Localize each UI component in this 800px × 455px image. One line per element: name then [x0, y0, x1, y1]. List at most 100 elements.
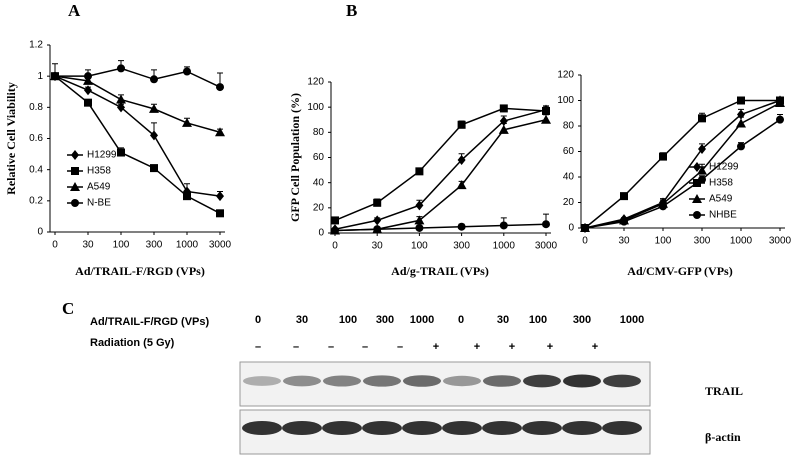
- marker: [698, 143, 706, 154]
- marker: [414, 215, 425, 225]
- radiation-sign: –: [255, 341, 261, 353]
- x-tick-label: 300: [694, 236, 711, 247]
- marker: [776, 115, 784, 124]
- legend-label: A549: [709, 194, 733, 205]
- y-tick-label: 0: [37, 227, 43, 238]
- x-tick-label: 1000: [176, 240, 199, 251]
- legend-marker: [70, 182, 80, 191]
- y-tick-label: 120: [307, 77, 324, 88]
- radiation-sign: +: [433, 341, 439, 353]
- x-tick-label: 100: [113, 240, 130, 251]
- dose: 1000: [620, 314, 644, 326]
- legend-marker: [71, 167, 79, 175]
- legend-marker: [692, 194, 702, 203]
- marker: [499, 104, 508, 113]
- x-tick-label: 300: [453, 241, 470, 252]
- marker: [150, 75, 158, 84]
- dose: 100: [529, 314, 547, 326]
- radiation-sign: –: [397, 341, 403, 353]
- y-tick-label: 100: [557, 95, 574, 106]
- series-line: [334, 119, 547, 232]
- marker: [415, 223, 424, 232]
- x-tick-label: 30: [618, 236, 630, 247]
- legend-label: A549: [87, 182, 111, 193]
- y-axis-label: Relative Cell Viability: [4, 82, 18, 195]
- legend-label: H1299: [87, 150, 117, 161]
- marker: [116, 94, 126, 104]
- series-line: [334, 107, 547, 222]
- x-tick-label: 100: [411, 241, 428, 252]
- marker: [331, 226, 339, 235]
- y-tick-label: 120: [557, 70, 574, 81]
- x-tick-label: 0: [582, 236, 588, 247]
- x-tick-label: 0: [332, 241, 338, 252]
- dose: 30: [296, 314, 308, 326]
- band: [403, 375, 441, 387]
- y-tick-label: 1: [37, 71, 43, 82]
- band: [282, 421, 322, 435]
- marker: [150, 130, 158, 141]
- marker: [216, 83, 224, 92]
- y-tick-label: 80: [563, 121, 575, 132]
- marker: [542, 220, 550, 229]
- band: [362, 421, 402, 435]
- marker: [117, 64, 125, 73]
- y-tick-label: 100: [307, 102, 324, 113]
- y-tick-label: 60: [563, 146, 575, 157]
- radiation-sign: +: [547, 341, 553, 353]
- radiation-sign: –: [293, 341, 299, 353]
- marker: [117, 102, 125, 113]
- marker: [775, 98, 785, 108]
- x-tick-label: 1000: [493, 241, 516, 252]
- y-tick-label: 0: [568, 223, 574, 234]
- legend-label: H1299: [709, 162, 739, 173]
- marker: [457, 155, 466, 166]
- marker: [84, 98, 92, 107]
- band: [483, 375, 521, 387]
- band: [442, 421, 482, 435]
- marker: [331, 216, 339, 225]
- band: [522, 421, 562, 435]
- series-line: [54, 75, 221, 197]
- marker: [457, 222, 466, 231]
- marker: [183, 192, 191, 201]
- band: [322, 421, 362, 435]
- y-tick-label: 20: [563, 197, 575, 208]
- y-tick-label: 40: [563, 172, 575, 183]
- marker: [542, 104, 550, 115]
- dose: 300: [573, 314, 591, 326]
- legend-label: H358: [709, 178, 733, 189]
- band: [402, 421, 442, 435]
- y-tick-label: 20: [313, 202, 325, 213]
- x-tick-label: 0: [52, 240, 58, 251]
- y-axis-label: GFP Cell Population (%): [288, 93, 302, 222]
- marker: [698, 175, 706, 184]
- panel-label: B: [346, 1, 357, 20]
- marker: [697, 165, 707, 175]
- x-tick-label: 30: [82, 240, 94, 251]
- x-axis-label: Ad/CMV-GFP (VPs): [627, 264, 732, 278]
- marker: [457, 120, 466, 129]
- dose: 0: [255, 314, 261, 326]
- x-tick-label: 1000: [730, 236, 753, 247]
- marker: [659, 202, 667, 211]
- y-tick-label: 40: [313, 177, 325, 188]
- band: [602, 421, 642, 435]
- series-line: [54, 75, 221, 133]
- marker: [215, 127, 225, 137]
- marker: [216, 209, 224, 218]
- marker: [216, 191, 224, 202]
- x-axis-label: Ad/TRAIL-F/RGD (VPs): [75, 264, 205, 278]
- series-line: [584, 99, 780, 229]
- radiation-label: Radiation (5 Gy): [90, 337, 175, 349]
- y-tick-label: 0.2: [29, 195, 43, 206]
- marker: [620, 192, 628, 201]
- y-tick-label: 0.6: [29, 133, 43, 144]
- marker: [659, 152, 667, 161]
- legend-label: N-BE: [87, 198, 111, 209]
- x-tick-label: 3000: [769, 236, 792, 247]
- band: [443, 375, 481, 387]
- marker: [117, 148, 125, 157]
- marker: [84, 72, 92, 81]
